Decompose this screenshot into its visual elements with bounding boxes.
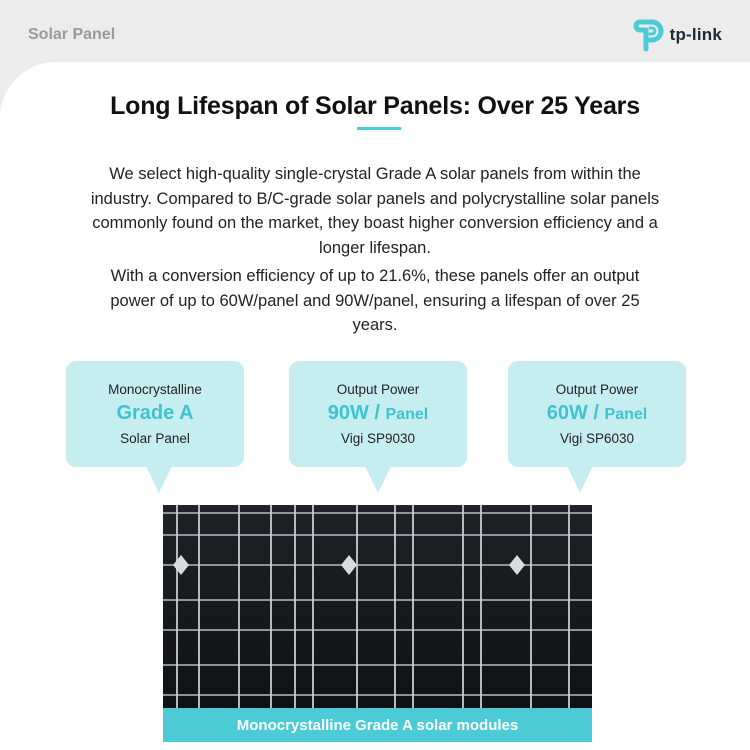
efficiency-paragraph: With a conversion efficiency of up to 21… bbox=[110, 267, 640, 334]
tp-link-logo-icon bbox=[633, 19, 664, 52]
brand-logo[interactable]: tp-link bbox=[632, 18, 722, 52]
brand-name: tp-link bbox=[669, 25, 722, 44]
solar-panel-image bbox=[163, 505, 592, 735]
callout-label: Output Power bbox=[555, 382, 639, 397]
callout-label: Monocrystalline bbox=[108, 382, 202, 397]
callout-sub: Solar Panel bbox=[120, 431, 190, 446]
panel-caption: Monocrystalline Grade A solar modules bbox=[163, 708, 592, 742]
callout-value: 90W / Panel bbox=[327, 402, 429, 424]
title-underline bbox=[357, 127, 401, 130]
callout-value: Grade A bbox=[116, 402, 194, 424]
callout-sub: Vigi SP9030 bbox=[340, 431, 416, 446]
callout-sub: Vigi SP6030 bbox=[559, 431, 635, 446]
callout-label: Output Power bbox=[336, 382, 420, 397]
callout-unit: Panel bbox=[385, 406, 429, 423]
top-bar: Solar Panel tp-link bbox=[0, 0, 750, 70]
callout-unit: Panel bbox=[604, 406, 648, 423]
panel-caption-text: Monocrystalline Grade A solar modules bbox=[236, 716, 519, 734]
category-label: Solar Panel bbox=[28, 26, 116, 43]
intro-paragraph: We select high-quality single-crystal Gr… bbox=[90, 165, 660, 257]
callout-90w: Output Power 90W / Panel Vigi SP9030 bbox=[289, 361, 467, 493]
callout-60w: Output Power 60W / Panel Vigi SP6030 bbox=[508, 361, 686, 493]
callout-grade: Monocrystalline Grade A Solar Panel bbox=[66, 361, 244, 493]
callout-value: 60W / Panel bbox=[546, 402, 648, 424]
page-title: Long Lifespan of Solar Panels: Over 25 Y… bbox=[110, 92, 640, 120]
